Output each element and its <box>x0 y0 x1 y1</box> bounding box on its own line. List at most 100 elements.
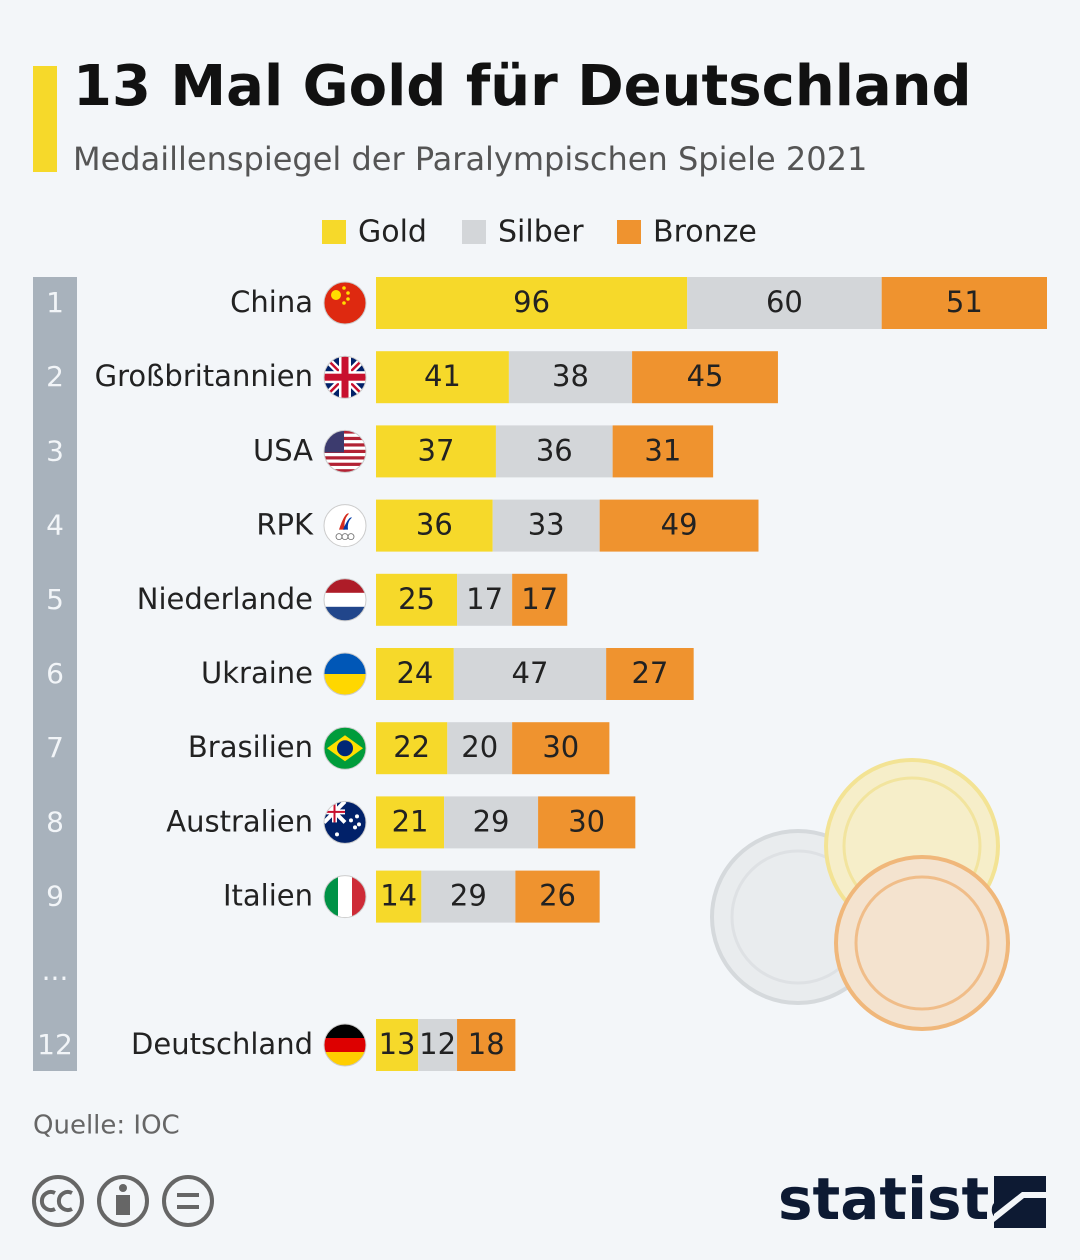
value-label: 29 <box>473 804 510 838</box>
legend-swatch <box>462 220 486 244</box>
flag-part <box>342 286 346 290</box>
flag-part <box>324 373 366 381</box>
flag-border <box>323 800 367 844</box>
flag-part <box>324 810 345 813</box>
legend-swatch <box>617 220 641 244</box>
bar-segment <box>453 648 607 700</box>
flag <box>324 875 366 918</box>
flag-border <box>323 355 367 399</box>
y-tick-label: Deutschland <box>131 1027 313 1061</box>
bar-segment <box>447 722 513 775</box>
y-tick-label: Ukraine <box>201 656 313 690</box>
flag-border <box>323 281 367 325</box>
value-label: 18 <box>468 1027 505 1061</box>
flag-part <box>346 291 350 295</box>
bar-segment <box>881 277 1047 329</box>
bar-segment <box>687 277 882 329</box>
value-label: 96 <box>513 285 550 319</box>
value-label: 13 <box>379 1027 416 1061</box>
bar-segment <box>495 425 613 478</box>
flag-part <box>357 822 361 827</box>
value-label: 60 <box>766 285 803 319</box>
y-tick-label: Italien <box>223 879 313 913</box>
y-tick-label: Brasilien <box>188 730 313 764</box>
value-label: 20 <box>461 730 498 764</box>
flag-part <box>339 513 349 530</box>
source: Quelle: IOC <box>33 1111 180 1141</box>
y-tick-label: Niederlande <box>137 582 313 616</box>
flag-part <box>324 433 366 438</box>
flag-part <box>324 606 366 621</box>
flag <box>324 653 366 695</box>
value-label: 49 <box>661 508 698 542</box>
flag-border <box>323 429 367 473</box>
flag <box>324 430 366 473</box>
rank-label: ... <box>42 954 69 987</box>
flag <box>324 504 366 547</box>
chart-title: 13 Mal Gold für Deutschland <box>73 54 972 119</box>
value-label: 37 <box>418 433 455 467</box>
value-label: 22 <box>393 730 430 764</box>
rank-column <box>33 277 77 1071</box>
bar-segment <box>376 648 454 700</box>
flag-part <box>324 1038 366 1053</box>
bar-segment <box>418 1019 458 1071</box>
flag <box>324 356 366 399</box>
flag-part <box>324 578 366 594</box>
value-label: 36 <box>416 508 453 542</box>
flag-part <box>324 443 366 447</box>
flag-part <box>343 517 352 530</box>
flag-border <box>323 504 367 548</box>
bar-segment <box>508 351 633 404</box>
legend-label: Silber <box>498 215 584 250</box>
y-tick-label: USA <box>253 433 313 467</box>
flag-part <box>324 469 366 473</box>
bar-segment <box>599 499 759 552</box>
value-label: 21 <box>392 804 429 838</box>
value-label: 29 <box>450 879 487 913</box>
flag-part <box>342 301 346 305</box>
y-tick-label: Großbritannien <box>95 359 313 393</box>
flag-part <box>324 449 366 454</box>
flag-part <box>324 430 366 434</box>
flag-border <box>323 578 367 622</box>
flag <box>324 1024 366 1066</box>
rank-label: 7 <box>46 731 64 764</box>
flag-part <box>324 465 366 470</box>
bar-segment <box>457 573 513 626</box>
bar-segment <box>612 425 714 478</box>
flag-part <box>324 875 339 918</box>
flag-part <box>352 875 366 918</box>
value-label: 36 <box>536 433 573 467</box>
rank-label: 1 <box>46 286 64 319</box>
value-label: 31 <box>644 433 681 467</box>
value-label: 51 <box>946 285 983 319</box>
value-label: 27 <box>631 656 668 690</box>
flag-part <box>347 533 355 540</box>
flag-part <box>338 875 353 918</box>
value-label: 14 <box>380 879 417 913</box>
flag-border <box>323 1023 367 1067</box>
value-label: 26 <box>539 879 576 913</box>
flag-part <box>324 1052 366 1066</box>
flag-part <box>324 456 366 460</box>
bar-segment <box>515 870 600 923</box>
brand-icon <box>994 1176 1046 1228</box>
bar-segment <box>632 351 778 404</box>
flag-border <box>323 875 367 919</box>
flag-part <box>349 818 353 823</box>
bar-segment <box>606 648 694 700</box>
flag-border <box>323 652 367 696</box>
value-label: 30 <box>542 730 579 764</box>
value-label: 17 <box>521 582 558 616</box>
bar-segment <box>444 796 539 849</box>
chart-subtitle: Medaillenspiegel der Paralympischen Spie… <box>73 140 867 178</box>
flag-part <box>335 832 339 837</box>
flag-part <box>324 446 366 451</box>
rank-label: 4 <box>46 509 64 542</box>
rank-label: 8 <box>46 805 64 838</box>
rank-label: 2 <box>46 360 64 393</box>
rank-label: 5 <box>46 583 64 616</box>
flag <box>324 578 366 621</box>
